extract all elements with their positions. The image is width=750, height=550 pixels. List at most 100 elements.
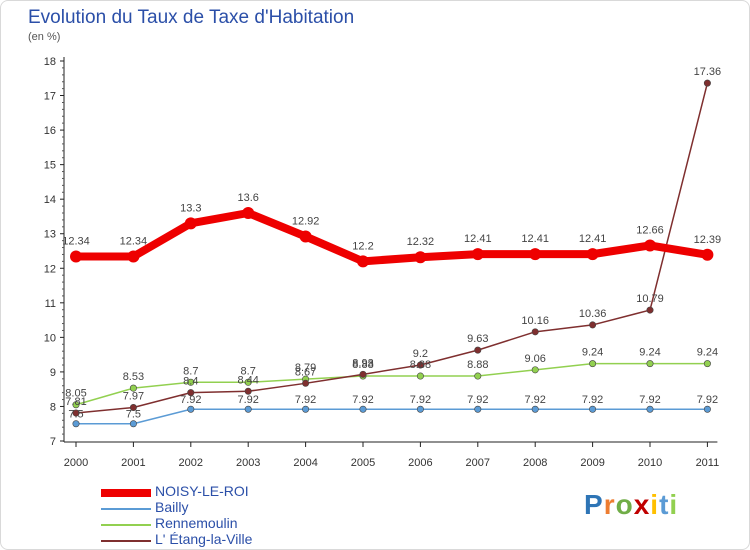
x-tick-label: 2011 [696, 457, 720, 469]
data-point [72, 420, 80, 428]
y-tick-label: 12 [44, 263, 56, 275]
data-point [531, 366, 539, 374]
data-point [646, 405, 654, 413]
x-tick-label: 2001 [121, 457, 145, 469]
data-label: 12.32 [407, 236, 435, 248]
data-point [359, 405, 367, 413]
data-label: 8.88 [352, 359, 373, 371]
data-point [644, 239, 656, 252]
data-point [416, 361, 424, 369]
x-tick-label: 2004 [293, 457, 317, 469]
data-point [299, 230, 312, 243]
data-label: 12.34 [62, 236, 90, 248]
logo-letter: i [669, 489, 679, 520]
legend-swatch [101, 524, 151, 526]
y-tick-label: 15 [44, 160, 56, 172]
data-point [242, 207, 255, 219]
data-label: 7.92 [524, 394, 545, 406]
legend-label: Bailly [155, 499, 189, 515]
data-label: 12.41 [521, 233, 549, 245]
x-tick-label: 2006 [408, 457, 432, 469]
data-point [357, 255, 369, 268]
data-point [72, 401, 80, 409]
data-label: 8.05 [65, 388, 86, 400]
data-label: 7.92 [410, 394, 431, 406]
data-label: 7.92 [295, 394, 316, 406]
x-tick-label: 2000 [64, 457, 88, 469]
data-label: 9.24 [639, 347, 660, 359]
data-label: 9.2 [413, 348, 428, 360]
data-point [187, 389, 195, 397]
data-point [646, 306, 654, 314]
data-point [129, 420, 137, 428]
data-point [416, 405, 424, 413]
y-tick-label: 18 [44, 56, 56, 68]
data-label: 7.92 [639, 394, 660, 406]
x-tick-label: 2008 [523, 457, 547, 469]
data-label: 12.39 [694, 234, 722, 246]
data-label: 8.67 [295, 366, 316, 378]
data-point [129, 384, 137, 392]
data-point [184, 217, 197, 230]
legend-swatch [101, 540, 151, 542]
data-point [72, 409, 80, 417]
data-label: 17.36 [694, 66, 722, 78]
data-label: 7.92 [180, 394, 201, 406]
series-line-3 [75, 82, 709, 414]
data-label: 8.4 [183, 376, 198, 388]
line-chart: 7 8 9 10 11 12 13 14 15 16 17 18 2000 2001 2002 2003 200… [44, 56, 722, 469]
logo-letter: i [650, 489, 660, 520]
data-label: 7.92 [582, 394, 603, 406]
data-point [414, 251, 427, 264]
data-label: 12.66 [636, 224, 664, 236]
data-point [416, 372, 424, 380]
logo-letter: o [615, 489, 634, 520]
data-label: 12.41 [464, 233, 492, 245]
data-point [646, 360, 654, 368]
data-label: 12.2 [352, 240, 373, 252]
data-label: 7.81 [65, 396, 86, 408]
data-label: 12.41 [579, 233, 607, 245]
data-label: 13.3 [180, 202, 201, 214]
x-tick-label: 2009 [580, 457, 604, 469]
data-label: 12.92 [292, 215, 320, 227]
logo-letter: P [584, 489, 604, 520]
data-point [129, 403, 137, 411]
logo-letter: t [659, 489, 670, 520]
legend-swatch [101, 508, 151, 510]
data-point [302, 379, 310, 387]
y-tick-label: 16 [44, 125, 56, 137]
y-tick-label: 11 [45, 298, 56, 310]
proxiti-logo: Proxiti [584, 489, 678, 521]
data-label: 7.5 [68, 409, 83, 421]
data-label: 7.92 [237, 394, 258, 406]
data-point [474, 346, 482, 354]
data-point [589, 321, 597, 329]
data-label: 9.24 [697, 347, 718, 359]
data-point [474, 372, 482, 380]
y-tick-label: 10 [44, 332, 56, 344]
data-label: 10.79 [636, 293, 664, 305]
data-label: 10.36 [579, 308, 607, 320]
y-tick-label: 9 [50, 367, 56, 379]
data-label: 8.88 [410, 359, 431, 371]
data-point [187, 405, 195, 413]
legend-label: Rennemoulin [155, 515, 238, 531]
data-label: 7.92 [697, 394, 718, 406]
legend-label: L' Étang-la-Ville [155, 531, 253, 547]
data-point [471, 248, 484, 261]
x-tick-label: 2005 [351, 457, 375, 469]
data-point [529, 248, 542, 261]
data-label: 13.6 [237, 192, 258, 204]
data-point [589, 405, 597, 413]
data-point [244, 405, 252, 413]
y-tick-label: 7 [50, 436, 56, 448]
data-point [531, 405, 539, 413]
data-point [531, 328, 539, 336]
chart-subtitle: (en %) [28, 31, 61, 43]
data-point [244, 378, 252, 386]
data-label: 8.53 [123, 371, 144, 383]
y-tick-label: 13 [44, 229, 56, 241]
x-tick-label: 2002 [179, 457, 203, 469]
